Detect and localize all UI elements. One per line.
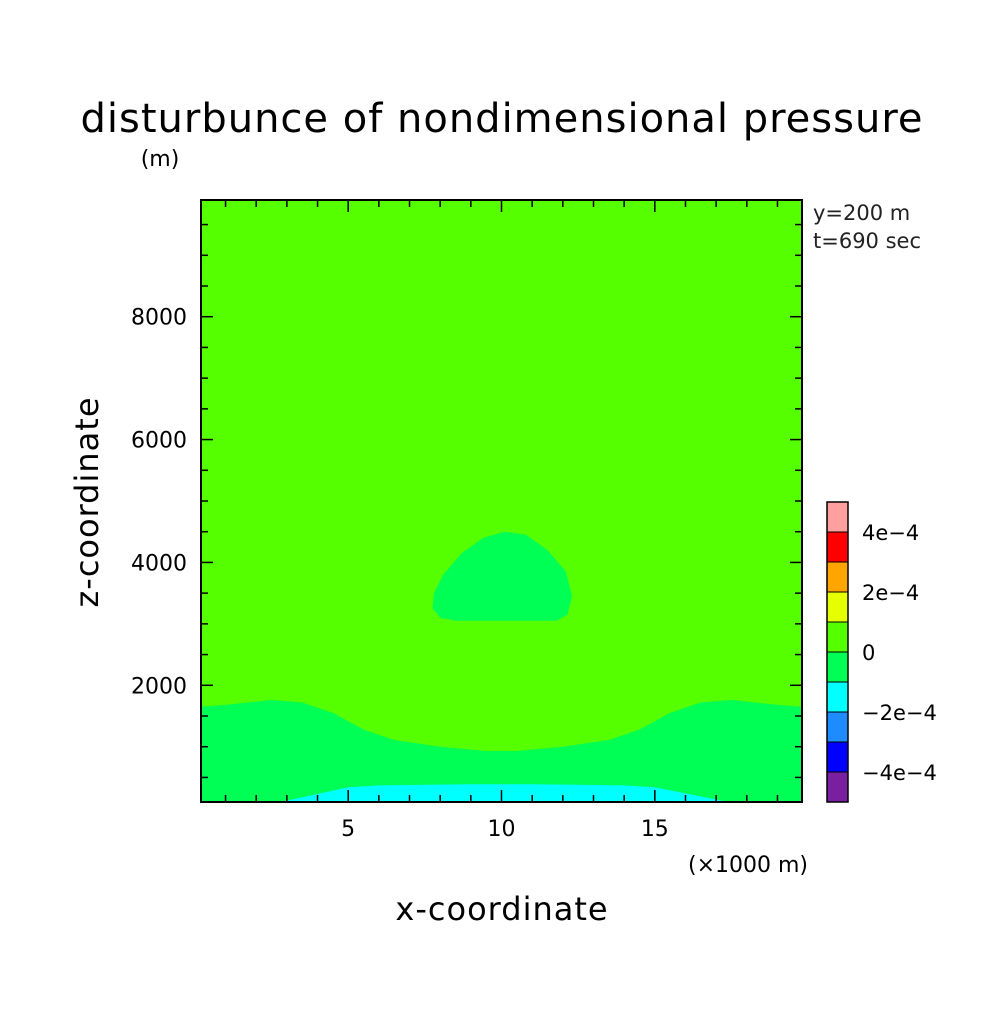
colorbar-swatch	[827, 532, 848, 562]
colorbar-swatch	[827, 652, 848, 682]
plot-frame	[200, 199, 803, 803]
colorbar-frame	[826, 501, 849, 803]
y-axis-title: z-coordinate	[68, 396, 106, 607]
colorbar-label: 4e−4	[862, 521, 919, 545]
colorbar-swatch	[827, 562, 848, 592]
x-tick-label: 15	[641, 817, 669, 842]
colorbar-swatch	[827, 772, 848, 802]
axis-ticks: 5 10 15 2000 4000 6000 8000	[131, 200, 802, 842]
colorbar-swatch	[827, 502, 848, 532]
contour-region-lower-negative-band	[201, 700, 802, 802]
colorbar-swatch	[827, 592, 848, 622]
x-axis-title: x-coordinate	[395, 890, 608, 928]
colorbar-label: 0	[862, 641, 875, 665]
colorbar-swatch	[827, 712, 848, 742]
y-units-label: (m)	[141, 147, 180, 172]
colorbar: 4e−4 2e−4 0 −2e−4 −4e−4	[826, 501, 937, 803]
y-tick-label: 4000	[131, 551, 187, 576]
y-tick-label: 2000	[131, 674, 187, 699]
colorbar-swatch	[827, 622, 848, 652]
chart-title: disturbunce of nondimensional pressure	[81, 96, 924, 142]
x-units-label: (×1000 m)	[688, 853, 808, 878]
colorbar-swatch	[827, 682, 848, 712]
colorbar-label: 2e−4	[862, 581, 919, 605]
contour-region-bottom-band	[280, 784, 729, 802]
colorbar-label: −4e−4	[862, 761, 937, 785]
x-tick-label: 10	[488, 817, 516, 842]
y-tick-label: 8000	[131, 306, 187, 331]
info-time: t=690 sec	[813, 229, 921, 253]
plot-area	[201, 200, 802, 802]
info-y-position: y=200 m	[813, 201, 910, 225]
contour-region-mid-bubble	[432, 531, 572, 621]
x-tick-label: 5	[341, 817, 355, 842]
field-background	[201, 200, 802, 802]
colorbar-swatch	[827, 742, 848, 772]
colorbar-label: −2e−4	[862, 701, 937, 725]
y-tick-label: 6000	[131, 429, 187, 454]
